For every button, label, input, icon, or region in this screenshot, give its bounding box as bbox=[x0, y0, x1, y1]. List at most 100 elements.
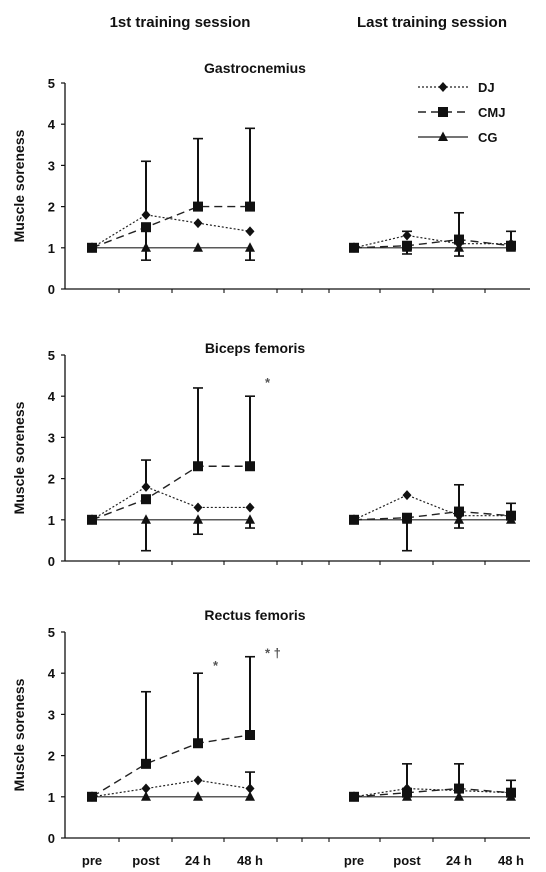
y-axis-label: Muscle soreness bbox=[11, 401, 27, 514]
y-tick-label: 1 bbox=[48, 513, 55, 528]
data-point-dj bbox=[245, 502, 255, 513]
header-first-session: 1st training session bbox=[110, 14, 251, 31]
x-tick-label: 24 h bbox=[185, 853, 211, 868]
y-tick-label: 4 bbox=[48, 666, 56, 681]
data-point-cg bbox=[141, 514, 151, 524]
panel-title: Rectus femoris bbox=[204, 607, 305, 623]
data-point-cmj bbox=[141, 494, 151, 505]
data-point-cg bbox=[193, 514, 203, 524]
data-point-dj bbox=[193, 218, 203, 229]
data-point-cmj bbox=[245, 461, 255, 472]
y-axis-label: Muscle soreness bbox=[11, 129, 27, 242]
data-point-dj bbox=[193, 775, 203, 786]
data-point-cmj bbox=[245, 730, 255, 740]
data-point-cg bbox=[193, 791, 203, 801]
data-point-cmj bbox=[245, 201, 255, 212]
significance-mark: * bbox=[265, 375, 271, 390]
series-line-cmj bbox=[353, 238, 512, 249]
data-point-cg bbox=[506, 514, 516, 524]
data-point-cg bbox=[454, 514, 464, 524]
y-tick-label: 4 bbox=[48, 117, 56, 132]
data-point-dj bbox=[245, 226, 255, 237]
y-tick-label: 5 bbox=[48, 625, 55, 640]
y-tick-label: 5 bbox=[48, 76, 55, 91]
legend-marker-cmj bbox=[438, 107, 448, 117]
significance-mark: * † bbox=[265, 646, 281, 661]
data-point-cmj bbox=[193, 738, 203, 749]
series-line-cmj bbox=[91, 465, 250, 521]
data-point-cg bbox=[87, 514, 97, 524]
series-line-dj bbox=[91, 214, 251, 249]
x-tick-label: post bbox=[132, 853, 160, 868]
legend-marker-dj bbox=[438, 82, 448, 92]
y-tick-label: 0 bbox=[48, 554, 55, 569]
data-point-cg bbox=[454, 791, 464, 801]
series-line-dj bbox=[91, 486, 250, 521]
data-point-cg bbox=[349, 791, 359, 801]
data-point-cg bbox=[193, 242, 203, 252]
x-tick-label: pre bbox=[344, 853, 364, 868]
x-tick-label: 48 h bbox=[498, 853, 524, 868]
data-point-cg bbox=[245, 791, 255, 801]
data-point-dj bbox=[141, 783, 151, 794]
significance-mark: * bbox=[213, 658, 219, 673]
data-point-cg bbox=[349, 242, 359, 252]
data-point-cmj bbox=[454, 234, 464, 245]
y-tick-label: 5 bbox=[48, 348, 55, 363]
series-line-dj bbox=[91, 779, 251, 798]
series-line-dj bbox=[353, 787, 512, 798]
y-tick-label: 0 bbox=[48, 831, 55, 846]
legend-label-cmj: CMJ bbox=[478, 105, 505, 120]
data-point-cg bbox=[349, 514, 359, 524]
data-point-cg bbox=[402, 242, 412, 252]
y-tick-label: 2 bbox=[48, 200, 55, 215]
data-point-cg bbox=[141, 791, 151, 801]
data-point-cmj bbox=[454, 783, 464, 794]
y-axis-label: Muscle soreness bbox=[11, 678, 27, 791]
x-tick-label: pre bbox=[82, 853, 102, 868]
series-line-cmj bbox=[353, 510, 512, 521]
data-point-cg bbox=[245, 514, 255, 524]
data-point-cg bbox=[245, 242, 255, 252]
data-point-cmj bbox=[141, 222, 151, 233]
y-tick-label: 4 bbox=[48, 389, 56, 404]
data-point-cg bbox=[402, 791, 412, 801]
series-line-cmj bbox=[353, 787, 512, 798]
y-tick-label: 1 bbox=[48, 790, 55, 805]
series-line-cmj bbox=[91, 734, 251, 798]
data-point-cmj bbox=[193, 201, 203, 212]
data-point-cg bbox=[87, 791, 97, 801]
series-line-cmj bbox=[91, 205, 250, 249]
data-point-cg bbox=[402, 514, 412, 524]
x-tick-label: 48 h bbox=[237, 853, 263, 868]
data-point-cmj bbox=[454, 506, 464, 517]
x-tick-label: post bbox=[393, 853, 421, 868]
data-point-dj bbox=[193, 502, 203, 513]
y-tick-label: 2 bbox=[48, 472, 55, 487]
data-point-cg bbox=[454, 242, 464, 252]
data-point-dj bbox=[402, 490, 412, 501]
data-point-cg bbox=[87, 242, 97, 252]
panel-title: Gastrocnemius bbox=[204, 60, 306, 76]
y-tick-label: 2 bbox=[48, 749, 55, 764]
y-tick-label: 1 bbox=[48, 241, 55, 256]
series-line-dj bbox=[353, 494, 511, 521]
series-line-dj bbox=[353, 234, 511, 249]
x-tick-label: 24 h bbox=[446, 853, 472, 868]
data-point-dj bbox=[245, 783, 255, 794]
header-last-session: Last training session bbox=[357, 14, 507, 31]
legend-label-dj: DJ bbox=[478, 80, 495, 95]
data-point-dj bbox=[141, 481, 151, 492]
data-point-dj bbox=[402, 230, 412, 241]
data-point-cmj bbox=[141, 758, 151, 769]
y-tick-label: 3 bbox=[48, 158, 55, 173]
data-point-cg bbox=[506, 791, 516, 801]
y-tick-label: 3 bbox=[48, 430, 55, 445]
panel-title: Biceps femoris bbox=[205, 340, 306, 356]
y-tick-label: 3 bbox=[48, 707, 55, 722]
data-point-cg bbox=[141, 242, 151, 252]
y-tick-label: 0 bbox=[48, 282, 55, 297]
data-point-dj bbox=[141, 209, 151, 220]
data-point-cg bbox=[506, 242, 516, 252]
